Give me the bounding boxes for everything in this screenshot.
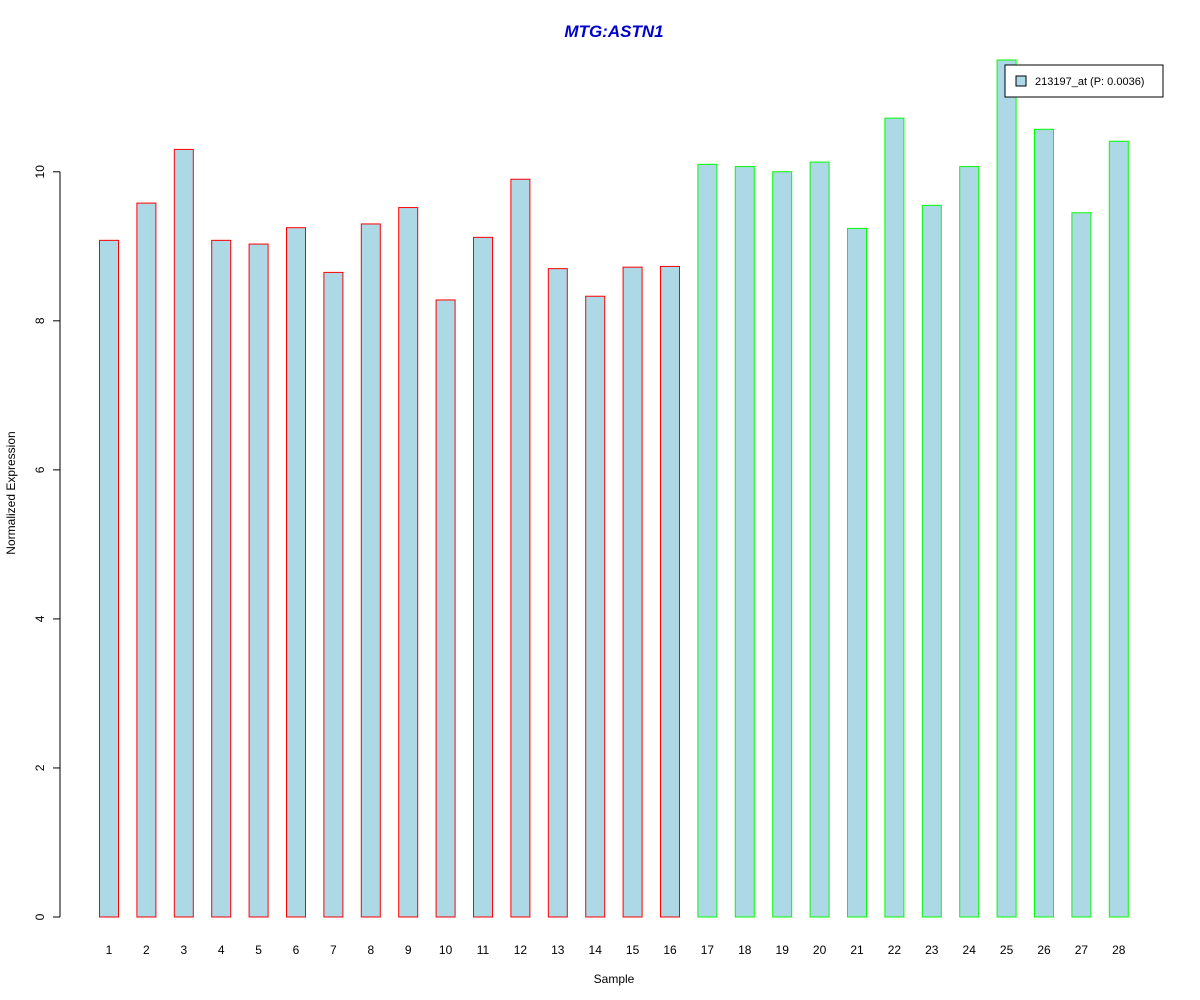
bar-sample-17 bbox=[697, 163, 718, 918]
x-tick-label: 28 bbox=[1112, 943, 1126, 957]
x-tick-label: 18 bbox=[738, 943, 752, 957]
bar-sample-19 bbox=[772, 171, 793, 918]
bar-sample-14 bbox=[585, 295, 606, 918]
bar-sample-23 bbox=[921, 204, 942, 918]
bar-sample-12 bbox=[510, 178, 531, 918]
bar-sample-25 bbox=[996, 59, 1017, 918]
x-tick-label: 20 bbox=[813, 943, 827, 957]
legend: 213197_at (P: 0.0036) bbox=[1004, 64, 1164, 98]
bar-sample-13 bbox=[547, 268, 568, 918]
bar-sample-5 bbox=[248, 243, 269, 918]
bar-sample-20 bbox=[809, 161, 830, 918]
bar-sample-24 bbox=[959, 166, 980, 918]
x-tick-label: 7 bbox=[330, 943, 337, 957]
x-tick-label: 9 bbox=[405, 943, 412, 957]
bar-sample-28 bbox=[1108, 140, 1129, 918]
x-tick-label: 26 bbox=[1037, 943, 1051, 957]
x-tick-label: 19 bbox=[776, 943, 790, 957]
x-axis-title: Sample bbox=[594, 972, 635, 986]
bar-sample-11 bbox=[473, 236, 493, 918]
x-tick-label: 12 bbox=[514, 943, 528, 957]
y-axis-title: Normalized Expression bbox=[4, 431, 18, 554]
bar-sample-3 bbox=[173, 148, 194, 918]
bar-sample-15 bbox=[622, 266, 643, 918]
x-tick-label: 16 bbox=[663, 943, 677, 957]
y-tick-label: 10 bbox=[33, 165, 47, 179]
legend-label: 213197_at (P: 0.0036) bbox=[1035, 76, 1144, 88]
bar-sample-6 bbox=[286, 227, 306, 918]
x-tick-label: 24 bbox=[963, 943, 977, 957]
legend-swatch bbox=[1015, 75, 1027, 87]
bar-sample-8 bbox=[360, 223, 381, 918]
x-tick-label: 8 bbox=[367, 943, 374, 957]
bar-sample-18 bbox=[734, 166, 755, 918]
x-tick-label: 10 bbox=[439, 943, 453, 957]
x-tick-label: 2 bbox=[143, 943, 150, 957]
x-tick-label: 4 bbox=[218, 943, 225, 957]
bar-sample-22 bbox=[884, 117, 905, 918]
x-tick-label: 1 bbox=[106, 943, 113, 957]
bar-sample-16 bbox=[660, 265, 680, 918]
bar-sample-21 bbox=[847, 227, 867, 918]
y-tick-label: 0 bbox=[33, 913, 47, 920]
x-tick-label: 25 bbox=[1000, 943, 1014, 957]
bar-sample-10 bbox=[435, 299, 456, 918]
y-tick-label: 8 bbox=[33, 317, 47, 324]
bar-sample-2 bbox=[136, 202, 157, 918]
bar-sample-9 bbox=[398, 207, 419, 918]
x-tick-label: 22 bbox=[888, 943, 902, 957]
x-tick-label: 15 bbox=[626, 943, 640, 957]
bar-sample-7 bbox=[323, 271, 344, 918]
x-tick-label: 23 bbox=[925, 943, 939, 957]
x-tick-label: 3 bbox=[180, 943, 187, 957]
x-tick-label: 17 bbox=[701, 943, 715, 957]
x-tick-label: 11 bbox=[477, 943, 490, 957]
x-tick-label: 27 bbox=[1075, 943, 1089, 957]
chart-title: MTG:ASTN1 bbox=[564, 22, 663, 41]
x-tick-label: 6 bbox=[293, 943, 300, 957]
bars bbox=[99, 59, 1129, 918]
bar-sample-27 bbox=[1071, 212, 1092, 918]
y-tick-label: 2 bbox=[33, 764, 47, 771]
x-tick-labels: 1 2 3 4 5 6 7 8 9 10 11 12 13 14 15 16 17 18 19 20 21 22 23 24 2… bbox=[106, 943, 1126, 957]
bar-sample-1 bbox=[99, 239, 119, 918]
legend-box bbox=[1004, 64, 1164, 98]
x-tick-label: 14 bbox=[589, 943, 603, 957]
x-tick-label: 13 bbox=[551, 943, 565, 957]
y-tick-label: 6 bbox=[33, 466, 47, 473]
bar-sample-4 bbox=[211, 239, 232, 918]
y-tick-label: 4 bbox=[33, 615, 47, 622]
y-axis: 0 2 4 6 8 10 bbox=[33, 165, 61, 920]
bar-sample-26 bbox=[1034, 128, 1054, 918]
x-tick-label: 21 bbox=[850, 943, 864, 957]
x-tick-label: 5 bbox=[255, 943, 262, 957]
